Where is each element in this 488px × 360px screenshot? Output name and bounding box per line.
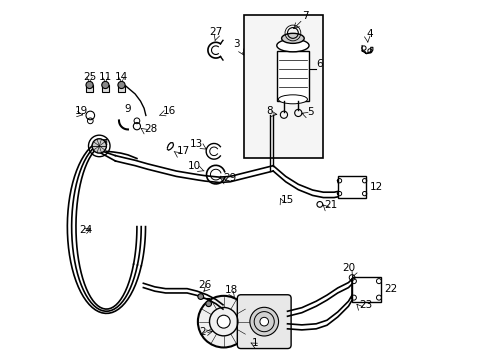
Circle shape (118, 81, 125, 89)
FancyBboxPatch shape (237, 295, 290, 348)
Text: 29: 29 (223, 173, 237, 183)
Bar (244, 15, 323, 158)
Text: 2: 2 (199, 327, 205, 337)
Ellipse shape (278, 95, 307, 104)
Text: 1: 1 (251, 338, 258, 348)
Circle shape (92, 139, 106, 153)
Bar (86, 85, 93, 92)
Text: 27: 27 (209, 27, 222, 37)
Text: 17: 17 (177, 146, 190, 156)
Circle shape (198, 294, 203, 300)
Circle shape (86, 81, 93, 89)
Circle shape (198, 296, 249, 347)
Text: 21: 21 (324, 200, 337, 210)
Text: 10: 10 (187, 161, 201, 171)
Text: 5: 5 (306, 107, 313, 117)
Circle shape (249, 307, 278, 336)
Text: 13: 13 (190, 139, 203, 149)
Ellipse shape (281, 33, 304, 43)
Text: 20: 20 (341, 264, 354, 274)
Text: 7: 7 (301, 11, 308, 21)
Bar (118, 85, 125, 92)
Text: 15: 15 (281, 195, 294, 204)
Text: 23: 23 (359, 300, 372, 310)
Text: 22: 22 (384, 284, 397, 294)
Text: 26: 26 (198, 280, 211, 290)
Bar (102, 85, 109, 92)
Text: 14: 14 (115, 72, 128, 82)
Text: 16: 16 (163, 105, 176, 116)
Bar (276, 51, 308, 101)
Circle shape (217, 315, 230, 328)
Text: 24: 24 (79, 225, 92, 235)
Bar (337, 176, 366, 198)
Text: 12: 12 (369, 182, 383, 192)
Text: 6: 6 (316, 59, 322, 69)
Text: 19: 19 (75, 105, 88, 116)
Text: 3: 3 (233, 39, 239, 49)
Text: 11: 11 (99, 72, 112, 82)
Circle shape (102, 81, 109, 89)
Circle shape (205, 301, 211, 307)
Text: 25: 25 (83, 72, 96, 82)
Ellipse shape (276, 39, 308, 52)
Bar (351, 277, 380, 302)
Circle shape (260, 318, 268, 326)
Text: 4: 4 (366, 28, 372, 39)
Text: 8: 8 (265, 105, 272, 116)
Text: 18: 18 (224, 285, 237, 295)
Text: 9: 9 (124, 104, 131, 114)
Text: 28: 28 (144, 123, 157, 134)
